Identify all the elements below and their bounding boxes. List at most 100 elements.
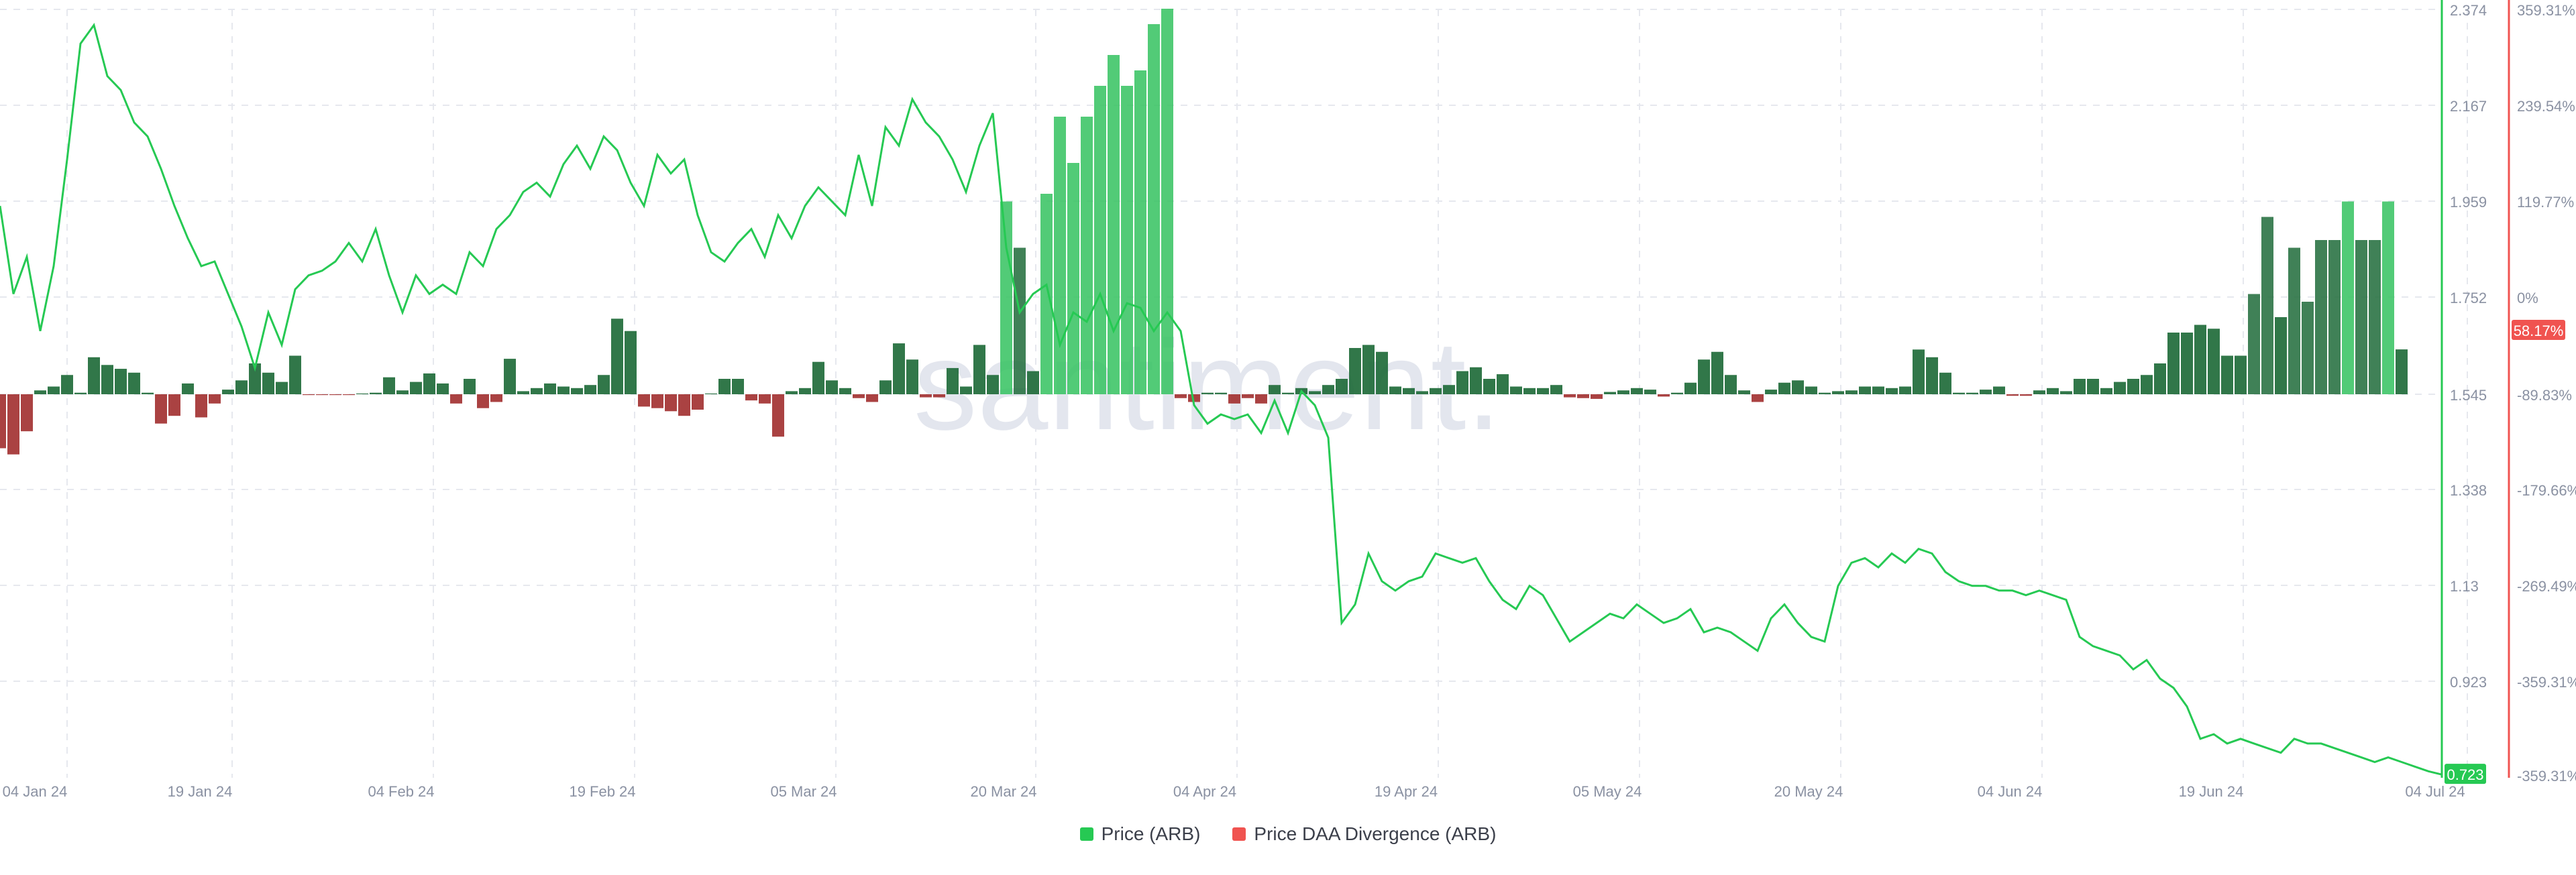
current-divergence-badge [2512, 320, 2565, 340]
price-axis-tick: 2.374 [2450, 2, 2487, 19]
divergence-bar [1148, 24, 1160, 394]
divergence-bar [1014, 247, 1026, 394]
divergence-bar [115, 369, 127, 394]
divergence-bar [651, 394, 663, 408]
divergence-bar [732, 379, 744, 394]
price-axis-tick: 1.545 [2450, 387, 2487, 404]
divergence-bar [1134, 70, 1146, 394]
price-axis-tick: 1.338 [2450, 482, 2487, 499]
divergence-bar [1832, 391, 1844, 394]
divergence-bar [396, 390, 409, 394]
divergence-bar [879, 380, 892, 394]
legend-item-divergence[interactable]: Price DAA Divergence (ARB) [1232, 823, 1496, 845]
divergence-bar [2154, 363, 2166, 394]
divergence-bar [933, 394, 945, 398]
divergence-bar [7, 394, 19, 455]
divergence-bar [1497, 374, 1509, 394]
divergence-bar [1336, 379, 1348, 394]
current-divergence-label: 58.17% [2514, 323, 2564, 339]
divergence-bar [1510, 386, 1522, 394]
price-axis-tick: 1.752 [2450, 290, 2487, 306]
divergence-bar [2315, 240, 2327, 394]
divergence-bar [1430, 388, 1442, 394]
divergence-bar [2047, 388, 2059, 394]
divergence-bar [2127, 379, 2139, 394]
divergence-bar [1108, 55, 1120, 394]
divergence-bar [1617, 390, 1629, 394]
divergence-bar [477, 394, 489, 408]
divergence-bar [222, 390, 234, 394]
divergence-bar [235, 380, 248, 394]
x-axis-tick: 05 Mar 24 [770, 783, 837, 800]
divergence-bar [1564, 394, 1576, 398]
divergence-bar [692, 394, 704, 410]
divergence-bar [2221, 355, 2233, 394]
divergence-bar [920, 394, 932, 398]
divergence-bar [611, 318, 623, 394]
divergence-bar [168, 394, 180, 416]
divergence-bar [1913, 349, 1925, 394]
divergence-bar [1953, 392, 1965, 394]
divergence-bar [128, 372, 140, 394]
divergence-bar [2167, 333, 2180, 394]
divergence-bar [1349, 348, 1361, 394]
divergence-bar [1778, 382, 1790, 394]
divergence-bar [195, 394, 207, 418]
x-axis-tick: 05 May 24 [1573, 783, 1642, 800]
divergence-bar [2382, 201, 2394, 394]
divergence-bar [826, 380, 838, 394]
divergence-bar [987, 375, 999, 394]
divergence-bar [74, 392, 87, 394]
divergence-bar [2275, 317, 2287, 394]
divergence-bar [1939, 372, 1951, 394]
divergence-bar [1389, 386, 1401, 394]
price-axis-tick: 1.13 [2450, 578, 2479, 595]
legend-label-price: Price (ARB) [1101, 823, 1201, 844]
x-axis-tick: 04 Apr 24 [1173, 783, 1236, 800]
divergence-bar [329, 394, 341, 396]
divergence-bar [1523, 388, 1536, 394]
divergence-bar [2033, 390, 2045, 394]
divergence-bar [973, 345, 985, 394]
divergence-bar [182, 383, 194, 394]
divergence-bar [0, 394, 6, 449]
x-axis-tick: 20 Mar 24 [970, 783, 1036, 800]
legend-item-price[interactable]: Price (ARB) [1079, 823, 1201, 845]
divergence-bar [155, 394, 167, 424]
divergence-bar [812, 361, 824, 394]
divergence-bar [1054, 117, 1066, 394]
divergence-bar [1000, 201, 1012, 394]
divergence-bar [1188, 394, 1200, 402]
axes: 2.374 359.31% 2.167 239.54% 1.959 119.77% 1.75… [3, 0, 2576, 800]
divergence-bar [1550, 385, 1562, 394]
divergence-bar [1228, 394, 1240, 404]
divergence-bar [772, 394, 784, 437]
divergence-bar [2261, 217, 2273, 394]
divergence-bar [1591, 394, 1603, 399]
divergence-bar [1269, 385, 1281, 394]
divergence-bar [947, 367, 959, 394]
divergence-bar [759, 394, 771, 404]
divergence-bar [1926, 357, 1938, 394]
divergence-bar [276, 382, 288, 394]
divergence-bar [1470, 367, 1482, 394]
divergence-bar [893, 343, 905, 394]
divergence-bar [2302, 302, 2314, 394]
divergence-bar [2194, 325, 2206, 394]
divergence-bar [1966, 392, 1978, 394]
divergence-bar [960, 386, 972, 394]
price-axis-tick: 2.167 [2450, 98, 2487, 115]
divergence-bar [625, 331, 637, 394]
divergence-bar [1845, 390, 1858, 394]
divergence-axis-tick: 359.31% [2517, 2, 2575, 19]
divergence-bar [2369, 240, 2381, 394]
divergence-bar [2328, 240, 2341, 394]
divergence-bar [1322, 385, 1334, 394]
divergence-bar [1604, 392, 1616, 394]
x-axis-tick: 19 Jun 24 [2179, 783, 2244, 800]
divergence-bar [1577, 394, 1589, 398]
legend-swatch-price [1079, 827, 1093, 841]
divergence-bar [262, 372, 274, 394]
divergence-bar [1027, 371, 1039, 394]
divergence-bar [303, 394, 315, 396]
